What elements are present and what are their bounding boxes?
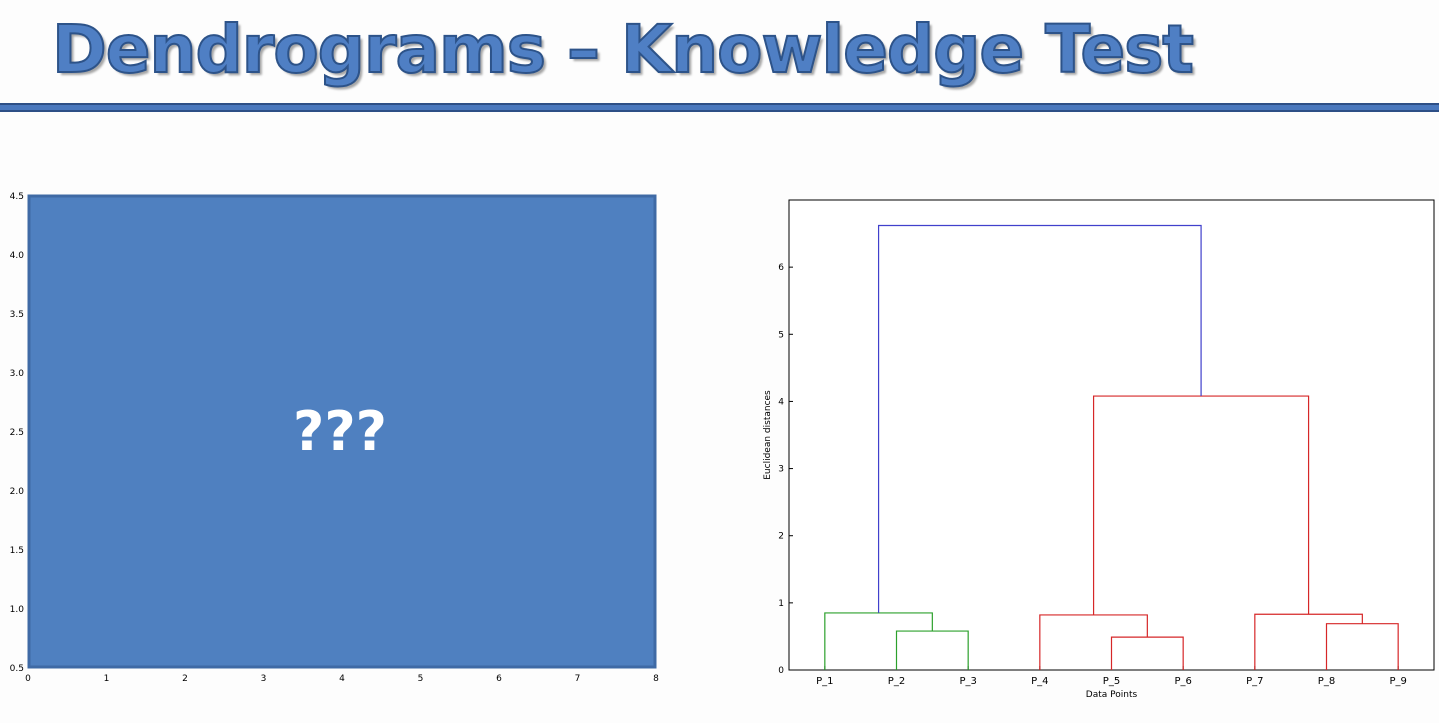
y-tick-label: 2 xyxy=(778,532,784,542)
question-marks: ??? xyxy=(293,400,387,463)
dendrogram-link xyxy=(1039,614,1148,670)
x-axis-label: Data Points xyxy=(1086,690,1138,700)
leaf-label: P_4 xyxy=(1031,676,1048,687)
y-tick-label: 4 xyxy=(778,397,784,407)
dendrogram-link xyxy=(824,612,933,670)
y-tick-label: 0.5 xyxy=(10,664,24,674)
y-tick-label: 6 xyxy=(778,263,784,273)
x-tick-label: 4 xyxy=(339,674,345,684)
y-tick-label: 0 xyxy=(778,666,784,676)
slide-title: Dendrograms – Knowledge Test xyxy=(51,10,1195,89)
y-tick-label: 3.5 xyxy=(10,310,24,320)
y-axis-label: Euclidean distances xyxy=(763,390,773,480)
scatter-chart: 0 1 2 3 4 5 6 7 8 0.5 1.0 1.5 2.0 2.5 3.0 3.5 4.0 4.5??? xyxy=(10,192,659,684)
title-underline xyxy=(0,103,1439,112)
y-tick-label: 4.0 xyxy=(10,251,25,261)
x-tick-label: 6 xyxy=(496,674,502,684)
y-tick-label: 1 xyxy=(778,599,784,609)
leaf-label: P_3 xyxy=(959,676,976,687)
x-tick-label: 7 xyxy=(575,674,581,684)
y-tick-label: 2.0 xyxy=(10,487,25,497)
leaf-label: P_8 xyxy=(1318,676,1335,687)
x-tick-label: 2 xyxy=(182,674,188,684)
leaf-label: P_9 xyxy=(1389,676,1406,687)
y-tick-label: 2.5 xyxy=(10,428,24,438)
plot-area xyxy=(788,199,1435,671)
dendrogram-chart: 0 1 2 3 4 5 6 P_1 P_2 P_3 P_4 P_5 P_6 P_7 P_8 P_9 Data P… xyxy=(763,199,1435,700)
leaf-label: P_7 xyxy=(1246,676,1263,687)
x-tick-label: 5 xyxy=(418,674,424,684)
leaf-label: P_6 xyxy=(1174,676,1191,687)
y-tick-label: 5 xyxy=(778,330,784,340)
leaf-label: P_1 xyxy=(816,676,833,687)
x-tick-label: 1 xyxy=(104,674,110,684)
y-tick-label: 3 xyxy=(778,465,784,475)
y-tick-label: 3.0 xyxy=(10,369,25,379)
leaf-label: P_5 xyxy=(1103,676,1120,687)
y-tick-label: 1.5 xyxy=(10,546,24,556)
x-tick-label: 3 xyxy=(261,674,267,684)
x-tick-label: 8 xyxy=(653,674,659,684)
x-tick-label: 0 xyxy=(25,674,31,684)
y-tick-label: 1.0 xyxy=(10,605,25,615)
leaf-label: P_2 xyxy=(888,676,905,687)
y-tick-label: 4.5 xyxy=(10,192,24,202)
hidden-data-overlay xyxy=(27,194,657,669)
dendrogram-link xyxy=(877,224,1202,613)
